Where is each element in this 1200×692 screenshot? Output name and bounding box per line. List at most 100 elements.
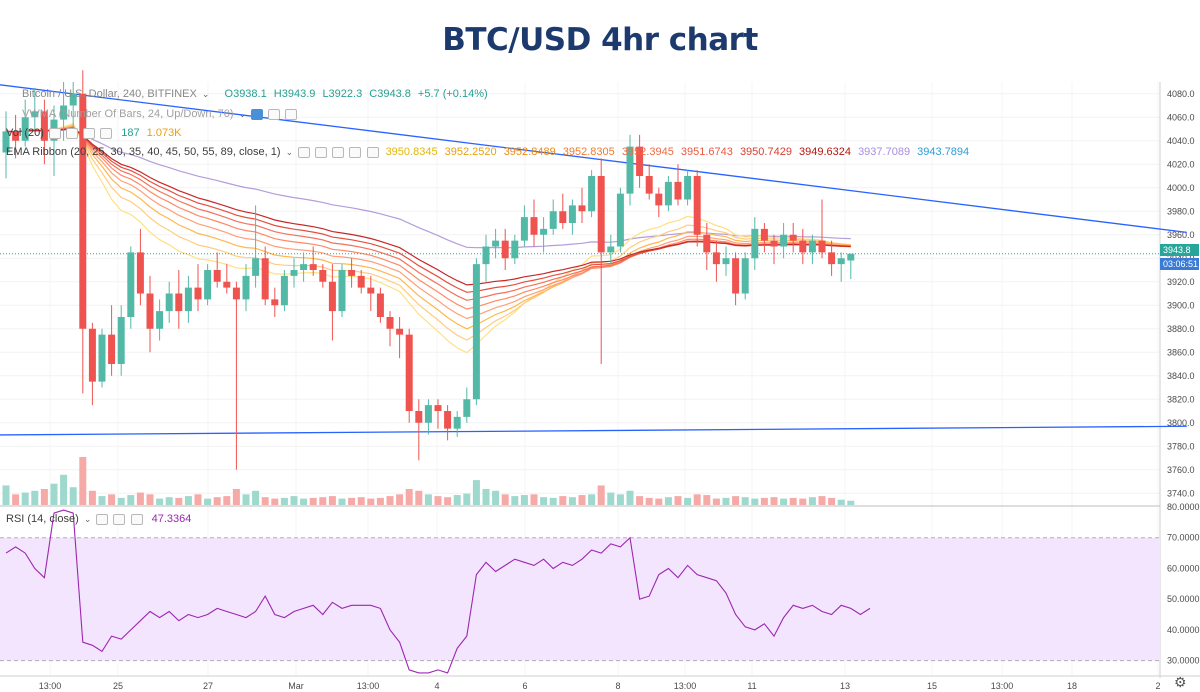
volume-bar bbox=[50, 483, 58, 505]
close-icon[interactable] bbox=[130, 513, 143, 525]
settings-icon[interactable] bbox=[66, 127, 79, 139]
chevron-down-icon[interactable]: ⌄ bbox=[238, 109, 247, 119]
rsi-label[interactable]: RSI (14, close) bbox=[6, 513, 79, 525]
candle-body bbox=[424, 405, 432, 423]
volume-bar bbox=[530, 494, 538, 505]
candle-body bbox=[674, 181, 682, 200]
volume-bar bbox=[232, 489, 240, 505]
volume-bar bbox=[88, 490, 96, 505]
candle-body bbox=[261, 258, 269, 300]
candle-body bbox=[40, 111, 48, 141]
symbol-label[interactable]: Bitcoin / U.S. Dollar, 240, BITFINEX bbox=[22, 88, 197, 100]
candle-body bbox=[127, 252, 135, 317]
candle-body bbox=[280, 275, 288, 306]
x-tick-label: Mar bbox=[288, 681, 304, 691]
candle-body bbox=[472, 264, 480, 400]
candle-body bbox=[568, 205, 576, 223]
chevron-down-icon[interactable]: ⌄ bbox=[285, 147, 294, 157]
x-tick-label: 11 bbox=[747, 681, 756, 691]
candle-body bbox=[751, 228, 759, 259]
volume-value-1: 187 bbox=[121, 127, 140, 139]
volume-bar bbox=[636, 496, 644, 505]
chevron-down-icon[interactable]: ⌄ bbox=[83, 514, 92, 524]
ema-value-50: 3950.7429 bbox=[739, 146, 792, 158]
y-tick-label: 3760.0 bbox=[1167, 465, 1195, 475]
visibility-icon[interactable] bbox=[96, 513, 109, 525]
rsi-legend[interactable]: RSI (14, close) ⌄ 47.3364 bbox=[6, 513, 191, 525]
candle-body bbox=[818, 240, 826, 253]
candle-body bbox=[204, 270, 212, 300]
volume-bar bbox=[328, 496, 336, 505]
candle-body bbox=[828, 252, 836, 265]
candle-body bbox=[386, 317, 394, 329]
close-icon[interactable] bbox=[285, 108, 298, 120]
candle-body bbox=[760, 228, 768, 241]
candle-body bbox=[300, 264, 308, 270]
ema-89-line bbox=[5, 128, 851, 249]
candle-body bbox=[98, 334, 106, 382]
volume-bar bbox=[732, 496, 740, 505]
volume-bar bbox=[444, 497, 452, 505]
volume-bar bbox=[693, 494, 701, 505]
visibility-icon[interactable] bbox=[298, 146, 311, 158]
more-icon[interactable] bbox=[100, 127, 113, 139]
candle-body bbox=[117, 317, 125, 364]
volume-bar bbox=[655, 498, 663, 505]
candle-body bbox=[348, 270, 356, 276]
vwma-label[interactable]: VWMA (Number Of Bars, 24, Up/Down, 70) bbox=[22, 108, 234, 120]
close-icon[interactable] bbox=[83, 127, 96, 139]
vwma-legend[interactable]: VWMA (Number Of Bars, 24, Up/Down, 70) ⌄ bbox=[22, 108, 298, 120]
gear-icon[interactable]: ⚙ bbox=[1174, 674, 1187, 690]
ema-value-35: 3952.8305 bbox=[562, 146, 615, 158]
visibility-icon[interactable] bbox=[48, 127, 61, 139]
candle-body bbox=[664, 181, 672, 206]
volume-legend[interactable]: Vol (20) 187 1.073K bbox=[6, 127, 182, 139]
candle-body bbox=[415, 411, 423, 423]
settings-icon[interactable] bbox=[268, 108, 281, 120]
volume-bar bbox=[21, 492, 29, 505]
candle-body bbox=[31, 111, 39, 118]
settings-icon[interactable] bbox=[113, 513, 126, 525]
settings-icon[interactable] bbox=[315, 146, 328, 158]
ema-legend[interactable]: EMA Ribbon (20, 25, 30, 35, 40, 45, 50, … bbox=[6, 146, 969, 158]
volume-bar bbox=[300, 498, 308, 505]
x-tick-label: 18 bbox=[1067, 681, 1077, 691]
source-icon[interactable] bbox=[332, 146, 345, 158]
candle-body bbox=[549, 211, 557, 229]
candle-body bbox=[482, 246, 490, 265]
ema-ribbon-line bbox=[5, 122, 851, 354]
volume-label[interactable]: Vol (20) bbox=[6, 127, 44, 139]
candle-body bbox=[405, 334, 413, 411]
rsi-y-tick-label: 40.0000 bbox=[1167, 625, 1200, 635]
close-icon[interactable] bbox=[349, 146, 362, 158]
candle-body bbox=[645, 176, 653, 194]
more-icon[interactable] bbox=[366, 146, 379, 158]
volume-bar bbox=[837, 499, 845, 505]
ema-label[interactable]: EMA Ribbon (20, 25, 30, 35, 40, 45, 50, … bbox=[6, 146, 281, 158]
candle-body bbox=[213, 270, 221, 282]
visibility-icon[interactable] bbox=[251, 108, 264, 120]
candle-body bbox=[789, 234, 797, 241]
candle-body bbox=[328, 281, 336, 312]
volume-bar bbox=[271, 498, 279, 505]
candle-body bbox=[165, 293, 173, 312]
volume-bar bbox=[741, 497, 749, 505]
y-tick-label: 4000.0 bbox=[1167, 183, 1195, 193]
volume-bar bbox=[559, 496, 567, 505]
volume-bar bbox=[386, 496, 394, 505]
volume-bar bbox=[194, 494, 202, 505]
candle-body bbox=[136, 252, 144, 294]
candle-body bbox=[808, 240, 816, 253]
symbol-legend[interactable]: Bitcoin / U.S. Dollar, 240, BITFINEX ⌄ O… bbox=[22, 88, 488, 100]
x-tick-label: 15 bbox=[927, 681, 937, 691]
candle-body bbox=[156, 311, 164, 329]
chevron-down-icon[interactable]: ⌄ bbox=[201, 89, 210, 99]
candle-body bbox=[636, 146, 644, 176]
volume-bar bbox=[242, 494, 250, 505]
candle-body bbox=[453, 416, 461, 429]
trendline bbox=[0, 425, 1187, 436]
ohlc-high: H3943.9 bbox=[273, 88, 316, 100]
candle-body bbox=[712, 252, 720, 265]
volume-bar bbox=[847, 500, 855, 505]
